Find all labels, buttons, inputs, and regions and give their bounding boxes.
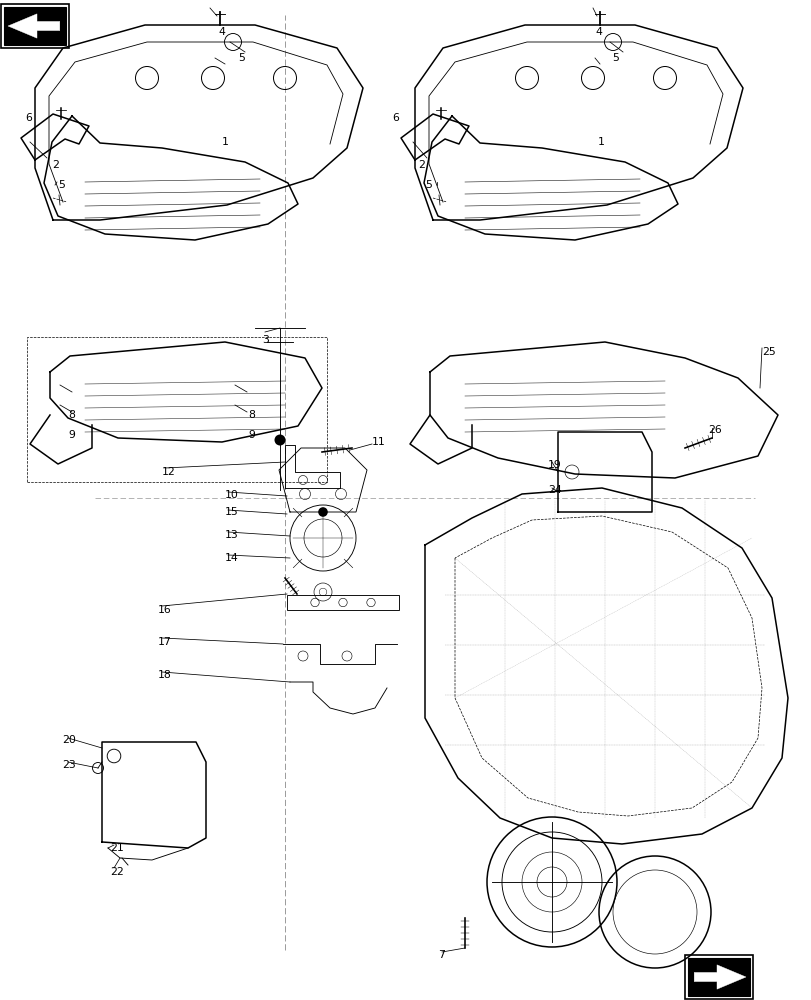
- Text: 2: 2: [52, 160, 59, 170]
- Text: 3: 3: [262, 335, 268, 345]
- Bar: [1, 4, 69, 48]
- Text: 1: 1: [597, 137, 604, 147]
- Text: 22: 22: [109, 867, 123, 877]
- Text: 16: 16: [158, 605, 172, 615]
- Text: 9: 9: [247, 430, 255, 440]
- Text: 9: 9: [68, 430, 75, 440]
- Text: 1: 1: [221, 137, 229, 147]
- Text: 5: 5: [238, 53, 245, 63]
- Text: 5: 5: [424, 180, 431, 190]
- Text: 7: 7: [437, 950, 444, 960]
- Text: 23: 23: [62, 760, 75, 770]
- Circle shape: [318, 507, 328, 517]
- Bar: [286, 595, 398, 610]
- Text: 20: 20: [62, 735, 75, 745]
- Text: 21: 21: [109, 843, 123, 853]
- Text: 4: 4: [217, 27, 225, 37]
- Text: 14: 14: [225, 553, 238, 563]
- Text: 2: 2: [418, 160, 424, 170]
- Text: 8: 8: [68, 410, 75, 420]
- Text: 25: 25: [761, 347, 775, 357]
- Text: 5: 5: [58, 180, 65, 190]
- Text: 4: 4: [594, 27, 601, 37]
- Text: 8: 8: [247, 410, 255, 420]
- Circle shape: [274, 434, 285, 446]
- Bar: [684, 955, 752, 999]
- Polygon shape: [8, 14, 60, 38]
- Text: 17: 17: [158, 637, 172, 647]
- Text: 11: 11: [371, 437, 385, 447]
- Bar: [4, 7, 66, 45]
- Text: 15: 15: [225, 507, 238, 517]
- Text: 6: 6: [25, 113, 32, 123]
- Bar: [687, 958, 749, 996]
- Polygon shape: [693, 965, 745, 989]
- Text: 5: 5: [611, 53, 618, 63]
- Text: 12: 12: [162, 467, 175, 477]
- Text: 26: 26: [707, 425, 721, 435]
- Text: 13: 13: [225, 530, 238, 540]
- Text: 24: 24: [547, 485, 561, 495]
- Text: 18: 18: [158, 670, 172, 680]
- Bar: [27, 337, 327, 482]
- Text: 6: 6: [392, 113, 398, 123]
- Text: 19: 19: [547, 460, 561, 470]
- Text: 10: 10: [225, 490, 238, 500]
